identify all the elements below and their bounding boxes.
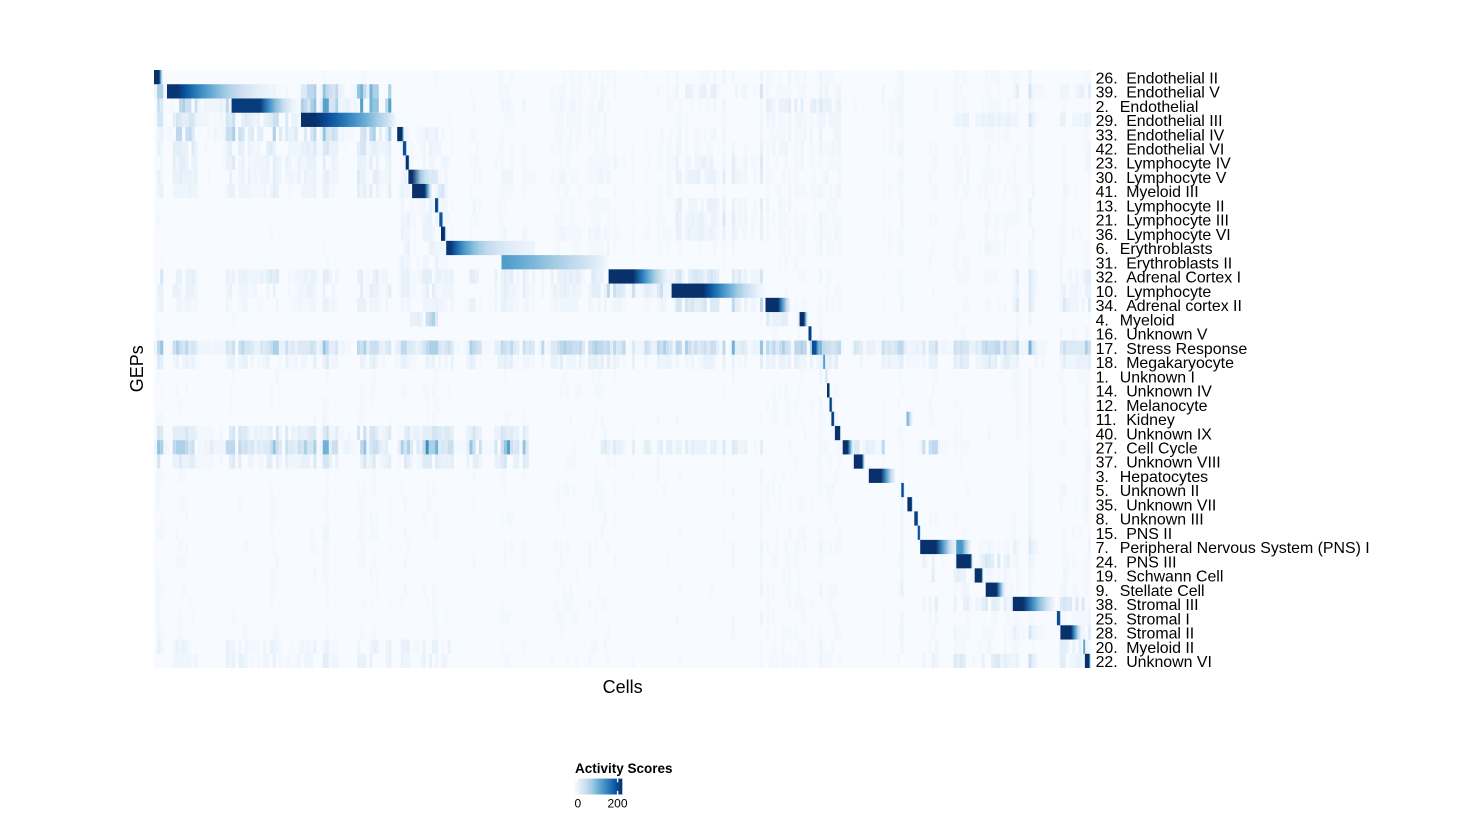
svg-text:6.Erythroblasts: 6. Erythroblasts bbox=[1096, 241, 1213, 258]
svg-text:19.Schwann Cell: 19. Schwann Cell bbox=[1096, 569, 1224, 586]
svg-text:33.Endothelial IV: 33. Endothelial IV bbox=[1096, 127, 1225, 144]
svg-text:17.Stress Response: 17. Stress Response bbox=[1096, 341, 1248, 358]
svg-text:GEPs: GEPs bbox=[127, 345, 147, 392]
svg-text:13.Lymphocyte II: 13. Lymphocyte II bbox=[1096, 199, 1225, 216]
svg-text:23.Lymphocyte IV: 23. Lymphocyte IV bbox=[1096, 156, 1232, 173]
svg-text:11.Kidney: 11. Kidney bbox=[1096, 412, 1175, 429]
svg-text:0: 0 bbox=[574, 797, 581, 811]
svg-text:26.Endothelial II: 26. Endothelial II bbox=[1096, 70, 1218, 87]
svg-text:Cells: Cells bbox=[603, 677, 643, 697]
svg-text:37.Unknown VIII: 37. Unknown VIII bbox=[1096, 455, 1221, 472]
svg-text:36.Lymphocyte VI: 36. Lymphocyte VI bbox=[1096, 227, 1231, 244]
svg-text:200: 200 bbox=[607, 797, 627, 811]
svg-text:29.Endothelial III: 29. Endothelial III bbox=[1096, 113, 1223, 130]
svg-text:24.PNS III: 24. PNS III bbox=[1096, 554, 1177, 571]
svg-text:Activity Scores: Activity Scores bbox=[575, 761, 673, 776]
svg-text:1.Unknown I: 1. Unknown I bbox=[1096, 369, 1195, 386]
svg-text:2.Endothelial: 2. Endothelial bbox=[1096, 99, 1199, 116]
svg-text:42.Endothelial VI: 42. Endothelial VI bbox=[1096, 142, 1225, 159]
svg-text:32.Adrenal Cortex I: 32. Adrenal Cortex I bbox=[1096, 270, 1241, 287]
svg-text:22.Unknown VI: 22. Unknown VI bbox=[1096, 654, 1212, 671]
svg-text:3.Hepatocytes: 3. Hepatocytes bbox=[1096, 469, 1209, 486]
svg-text:34.Adrenal cortex II: 34. Adrenal cortex II bbox=[1096, 298, 1242, 315]
svg-text:31.Erythroblasts II: 31. Erythroblasts II bbox=[1096, 255, 1233, 272]
svg-text:30.Lymphocyte V: 30. Lymphocyte V bbox=[1096, 170, 1227, 187]
svg-text:8.Unknown III: 8. Unknown III bbox=[1096, 512, 1204, 529]
svg-text:21.Lymphocyte III: 21. Lymphocyte III bbox=[1096, 213, 1229, 230]
svg-text:39.Endothelial V: 39. Endothelial V bbox=[1096, 85, 1221, 102]
svg-text:5.Unknown II: 5. Unknown II bbox=[1096, 483, 1200, 500]
svg-text:35.Unknown VII: 35. Unknown VII bbox=[1096, 498, 1217, 515]
svg-text:15.PNS II: 15. PNS II bbox=[1096, 526, 1173, 543]
svg-text:7.Peripheral Nervous System (P: 7. Peripheral Nervous System (PNS) I bbox=[1096, 540, 1370, 557]
svg-text:18.Megakaryocyte: 18. Megakaryocyte bbox=[1096, 355, 1235, 372]
svg-text:9.Stellate Cell: 9. Stellate Cell bbox=[1096, 583, 1205, 600]
